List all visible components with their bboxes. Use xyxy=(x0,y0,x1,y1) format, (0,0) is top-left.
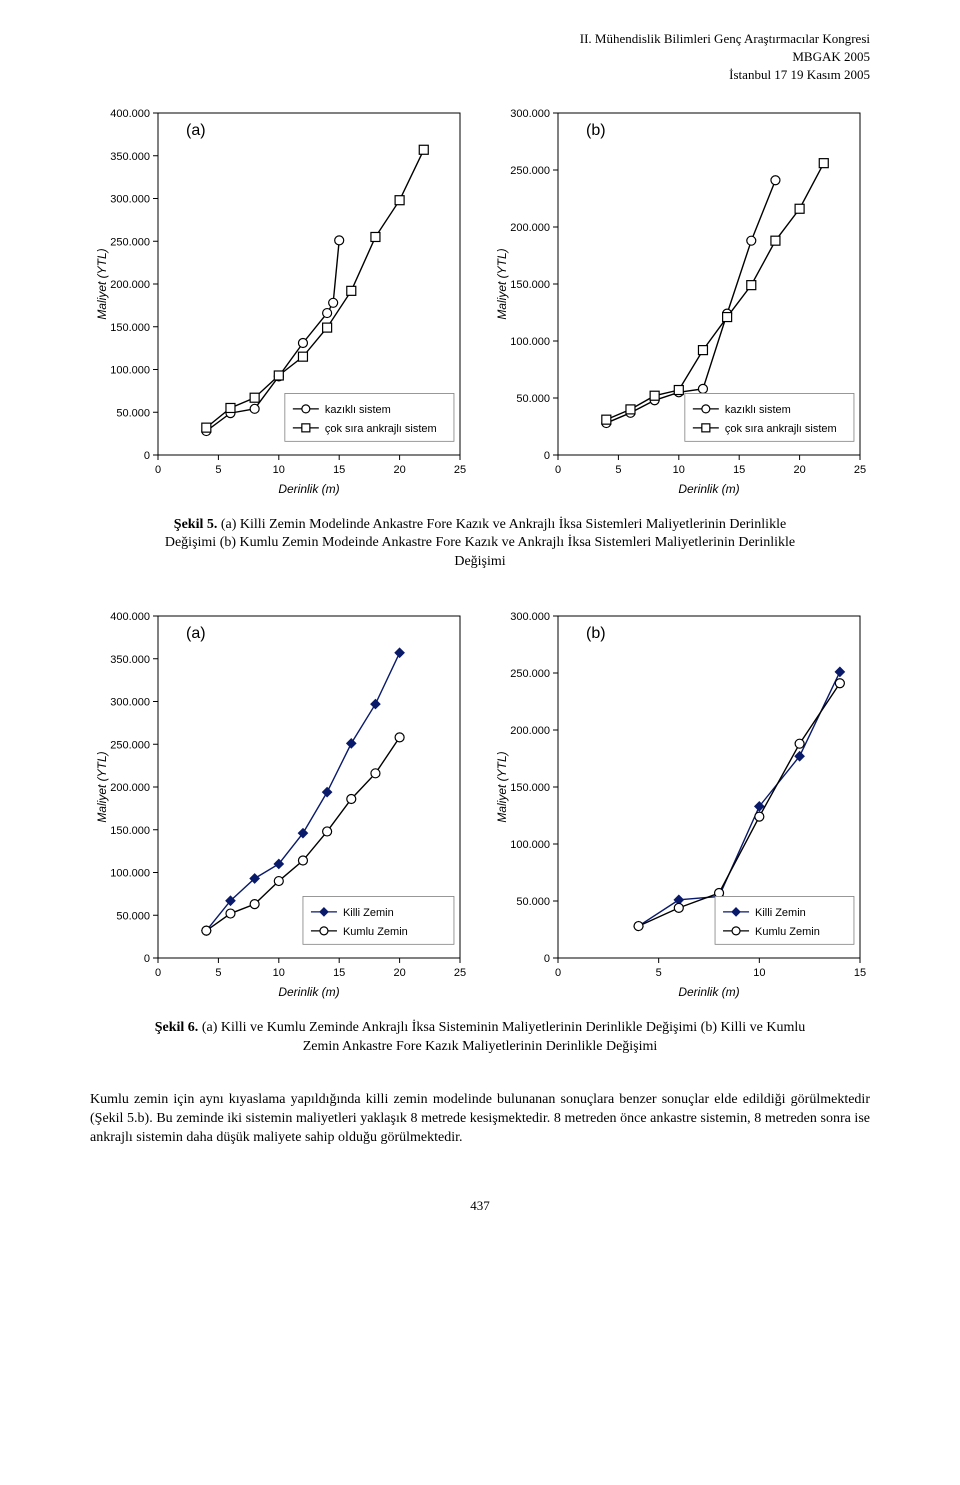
svg-text:50.000: 50.000 xyxy=(116,407,150,419)
svg-text:Derinlik (m): Derinlik (m) xyxy=(678,482,739,496)
svg-text:10: 10 xyxy=(273,967,285,979)
svg-text:300.000: 300.000 xyxy=(110,193,150,205)
page-number: 437 xyxy=(90,1198,870,1214)
svg-text:25: 25 xyxy=(454,464,466,476)
svg-text:(a): (a) xyxy=(186,122,206,139)
svg-text:300.000: 300.000 xyxy=(510,108,550,120)
svg-text:Killi Zemin: Killi Zemin xyxy=(755,907,806,919)
svg-text:çok sıra ankrajlı sistem: çok sıra ankrajlı sistem xyxy=(325,422,437,434)
svg-text:0: 0 xyxy=(544,450,550,462)
svg-text:10: 10 xyxy=(673,464,685,476)
svg-text:50.000: 50.000 xyxy=(116,910,150,922)
svg-text:200.000: 200.000 xyxy=(510,222,550,234)
svg-text:20: 20 xyxy=(793,464,805,476)
svg-text:50.000: 50.000 xyxy=(516,393,550,405)
svg-text:Derinlik (m): Derinlik (m) xyxy=(678,985,739,999)
svg-text:0: 0 xyxy=(555,464,561,476)
header-line1: II. Mühendislik Bilimleri Genç Araştırma… xyxy=(580,31,870,46)
svg-text:Maliyet (YTL): Maliyet (YTL) xyxy=(95,752,109,823)
svg-text:50.000: 50.000 xyxy=(516,896,550,908)
svg-text:0: 0 xyxy=(155,967,161,979)
fig5-caption: Şekil 5. (a) Killi Zemin Modelinde Ankas… xyxy=(150,516,810,573)
svg-text:400.000: 400.000 xyxy=(110,108,150,120)
svg-text:0: 0 xyxy=(155,464,161,476)
svg-text:çok sıra ankrajlı sistem: çok sıra ankrajlı sistem xyxy=(725,422,837,434)
svg-text:300.000: 300.000 xyxy=(110,697,150,709)
svg-text:100.000: 100.000 xyxy=(510,839,550,851)
fig5a-chart: 0 5 10 15 20 25 0 50.000 100.000 150.000 200.000 25… xyxy=(90,103,470,508)
svg-text:150.000: 150.000 xyxy=(510,279,550,291)
svg-text:25: 25 xyxy=(854,464,866,476)
fig6-caption-bold: Şekil 6. xyxy=(155,1020,199,1035)
fig6a-chart: 0 5 10 15 20 25 0 50.000 100.000 150.000 200.000 25… xyxy=(90,606,470,1011)
svg-text:kazıklı sistem: kazıklı sistem xyxy=(725,403,791,415)
fig5b-chart: 0 5 10 15 20 25 0 50.000 100.000 150.000 200.000 25… xyxy=(490,103,870,508)
svg-text:5: 5 xyxy=(215,967,221,979)
svg-text:15: 15 xyxy=(733,464,745,476)
fig5-caption-bold: Şekil 5. xyxy=(174,517,218,532)
fig5-caption-text: (a) Killi Zemin Modelinde Ankastre Fore … xyxy=(165,517,795,570)
fig6b-chart: 0 5 10 15 0 50.000 100.000 150.000 200.000 250.00… xyxy=(490,606,870,1011)
svg-text:20: 20 xyxy=(393,464,405,476)
svg-text:5: 5 xyxy=(215,464,221,476)
svg-text:15: 15 xyxy=(333,464,345,476)
header-line3: İstanbul 17 19 Kasım 2005 xyxy=(729,67,870,82)
header-line2: MBGAK 2005 xyxy=(792,49,870,64)
fig6-caption: Şekil 6. (a) Killi ve Kumlu Zeminde Ankr… xyxy=(150,1019,810,1057)
svg-text:400.000: 400.000 xyxy=(110,611,150,623)
svg-text:300.000: 300.000 xyxy=(510,611,550,623)
svg-text:Derinlik (m): Derinlik (m) xyxy=(278,985,339,999)
svg-text:150.000: 150.000 xyxy=(510,782,550,794)
svg-text:350.000: 350.000 xyxy=(110,150,150,162)
svg-text:(b): (b) xyxy=(586,122,606,139)
body-paragraph: Kumlu zemin için aynı kıyaslama yapıldığ… xyxy=(90,1091,870,1148)
svg-text:150.000: 150.000 xyxy=(110,825,150,837)
svg-text:Maliyet (YTL): Maliyet (YTL) xyxy=(95,248,109,319)
svg-text:250.000: 250.000 xyxy=(110,739,150,751)
svg-text:5: 5 xyxy=(656,967,662,979)
svg-text:0: 0 xyxy=(555,967,561,979)
svg-text:10: 10 xyxy=(753,967,765,979)
svg-text:Maliyet (YTL): Maliyet (YTL) xyxy=(495,752,509,823)
svg-text:250.000: 250.000 xyxy=(510,668,550,680)
svg-text:100.000: 100.000 xyxy=(110,364,150,376)
svg-text:5: 5 xyxy=(615,464,621,476)
svg-text:(b): (b) xyxy=(586,625,606,642)
svg-text:20: 20 xyxy=(393,967,405,979)
svg-text:250.000: 250.000 xyxy=(510,165,550,177)
svg-text:15: 15 xyxy=(854,967,866,979)
svg-text:100.000: 100.000 xyxy=(110,868,150,880)
page-header: II. Mühendislik Bilimleri Genç Araştırma… xyxy=(90,30,870,85)
svg-text:0: 0 xyxy=(144,953,150,965)
svg-text:Kumlu Zemin: Kumlu Zemin xyxy=(343,926,408,938)
svg-text:100.000: 100.000 xyxy=(510,336,550,348)
svg-text:350.000: 350.000 xyxy=(110,654,150,666)
svg-text:150.000: 150.000 xyxy=(110,321,150,333)
svg-text:10: 10 xyxy=(273,464,285,476)
svg-text:Kumlu Zemin: Kumlu Zemin xyxy=(755,926,820,938)
svg-text:200.000: 200.000 xyxy=(110,782,150,794)
svg-text:(a): (a) xyxy=(186,625,206,642)
fig5-row: 0 5 10 15 20 25 0 50.000 100.000 150.000 200.000 25… xyxy=(90,103,870,508)
svg-text:25: 25 xyxy=(454,967,466,979)
svg-text:Derinlik (m): Derinlik (m) xyxy=(278,482,339,496)
svg-text:kazıklı sistem: kazıklı sistem xyxy=(325,403,391,415)
svg-text:200.000: 200.000 xyxy=(510,725,550,737)
svg-text:15: 15 xyxy=(333,967,345,979)
svg-text:0: 0 xyxy=(144,450,150,462)
fig6-caption-text: (a) Killi ve Kumlu Zeminde Ankrajlı İksa… xyxy=(198,1020,805,1054)
svg-text:200.000: 200.000 xyxy=(110,279,150,291)
svg-text:0: 0 xyxy=(544,953,550,965)
svg-text:Killi Zemin: Killi Zemin xyxy=(343,907,394,919)
svg-text:250.000: 250.000 xyxy=(110,236,150,248)
fig6-row: 0 5 10 15 20 25 0 50.000 100.000 150.000 200.000 25… xyxy=(90,606,870,1011)
svg-text:Maliyet (YTL): Maliyet (YTL) xyxy=(495,248,509,319)
